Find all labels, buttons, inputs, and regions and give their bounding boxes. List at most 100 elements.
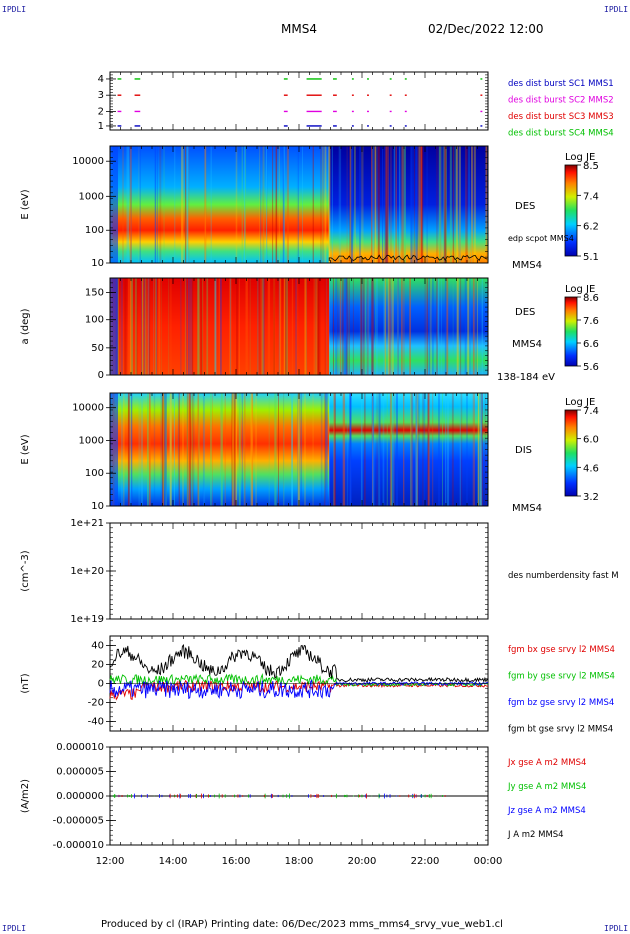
spectrogram-streak (318, 278, 321, 375)
spectrogram-streak (348, 278, 350, 375)
spectrogram-streak (135, 278, 138, 375)
spectrogram-streak (410, 393, 412, 506)
spectrogram-streak (218, 278, 220, 375)
panel-label: DES (515, 307, 535, 318)
spectrogram-streak (417, 146, 419, 263)
spectrogram-streak (329, 278, 333, 375)
spectrogram-streak (153, 278, 155, 375)
spectrogram-streak (238, 393, 241, 506)
y-axis-label: (cm^-3) (20, 550, 31, 591)
spectrogram-streak (283, 393, 284, 506)
spectrogram-streak (470, 146, 472, 263)
colorbar-tick-label: 6.2 (583, 222, 599, 233)
spectrogram-streak (138, 393, 141, 506)
spectrogram-region-late (329, 393, 488, 506)
spectrogram-streak (361, 278, 363, 375)
spectrogram-streak (164, 393, 167, 506)
spectrogram-streak (224, 393, 226, 506)
legend-entry: Jy gse A m2 MMS4 (507, 782, 586, 792)
spectrogram-streak (349, 146, 352, 263)
y-tick-label: 1e+20 (70, 566, 104, 577)
spectrogram-streak (204, 146, 207, 263)
spectrogram-streak (460, 278, 461, 375)
spectrogram-streak (189, 278, 193, 375)
spectrogram-streak (414, 146, 415, 263)
spectrogram-streak (428, 278, 431, 375)
spectrogram-streak (343, 278, 346, 375)
spectrogram-streak (339, 278, 342, 375)
spectrogram-streak (120, 278, 123, 375)
spectrogram-streak (372, 393, 375, 506)
spectrogram-streak (425, 278, 428, 375)
spectrogram-streak (181, 146, 184, 263)
spectrogram-streak (214, 278, 217, 375)
spectrogram-streak (233, 393, 236, 506)
spectrogram-streak (443, 146, 445, 263)
spectrogram-streak (161, 278, 162, 375)
spectrogram-streak (467, 278, 470, 375)
spectrogram-streak (444, 146, 447, 263)
spectrogram-streak (317, 278, 320, 375)
spectrogram-streak (436, 278, 438, 375)
spectrogram-streak (147, 278, 150, 375)
spectrogram-streak (297, 393, 300, 506)
colorbar-title: Log JE (565, 284, 595, 295)
spectrogram-streak (393, 393, 395, 506)
spectrogram-streak (353, 146, 355, 263)
spectrogram-streak (180, 278, 182, 375)
spectrogram-streak (136, 278, 138, 375)
spectrogram-streak (423, 393, 426, 506)
footer-text: Produced by cl (IRAP) Printing date: 06/… (101, 919, 503, 930)
spectrogram-streak (441, 146, 443, 263)
colorbar-tick-label: 7.4 (583, 191, 599, 202)
spectrogram-streak (395, 393, 398, 506)
spectrogram-streak (188, 146, 190, 263)
spectrogram-streak (197, 278, 200, 375)
spectrogram-streak (274, 393, 277, 506)
spectrogram-streak (214, 278, 216, 375)
spectrogram-streak (452, 146, 455, 263)
spectrogram-streak (304, 278, 307, 375)
spectrogram-streak (465, 146, 468, 263)
spectrogram-streak (135, 278, 137, 375)
spectrogram-streak (296, 146, 298, 263)
legend-entry: fgm by gse srvy l2 MMS4 (508, 672, 615, 682)
spectrogram-streak (436, 146, 438, 263)
spectrogram-streak (458, 146, 461, 263)
spectrogram-streak (231, 393, 234, 506)
spectrogram-streak (184, 278, 186, 375)
y-tick-label: 50 (91, 343, 104, 354)
spectrogram-streak (186, 278, 187, 375)
spectrogram-streak (438, 146, 440, 263)
spectrogram-streak (444, 278, 447, 375)
spectrogram-streak (200, 278, 203, 375)
spectrogram-streak (243, 393, 246, 506)
colorbar (564, 164, 578, 257)
colorbar-tick-label: 5.1 (583, 252, 599, 263)
spectrogram-streak (154, 146, 157, 263)
spectrogram-streak (395, 146, 397, 263)
spectrogram-streak (386, 393, 388, 506)
spectrogram-streak (323, 393, 326, 506)
spectrogram-streak (210, 146, 212, 263)
spectrogram-streak (126, 146, 128, 263)
spectrogram-streak (378, 393, 380, 506)
spectrogram-streak (415, 393, 418, 506)
x-tick-label: 12:00 (96, 856, 125, 867)
spectrogram-streak (188, 278, 190, 375)
spectrogram-streak (127, 146, 129, 263)
spectrogram-streak (178, 393, 180, 506)
legend-entry: J A m2 MMS4 (507, 830, 564, 840)
spectrogram-streak (243, 146, 246, 263)
spectrogram-streak (376, 393, 378, 506)
legend-entry: Jz gse A m2 MMS4 (507, 806, 586, 816)
spectrogram-streak (388, 278, 391, 375)
spectrogram-streak (163, 146, 165, 263)
spectrogram-streak (469, 278, 471, 375)
spectrogram-streak (235, 393, 238, 506)
spectrogram-streak (333, 278, 334, 375)
spectrogram-streak (266, 146, 267, 263)
spectrogram-streak (322, 146, 324, 263)
spectrogram-streak (453, 146, 455, 263)
spectrogram-streak (440, 146, 442, 263)
